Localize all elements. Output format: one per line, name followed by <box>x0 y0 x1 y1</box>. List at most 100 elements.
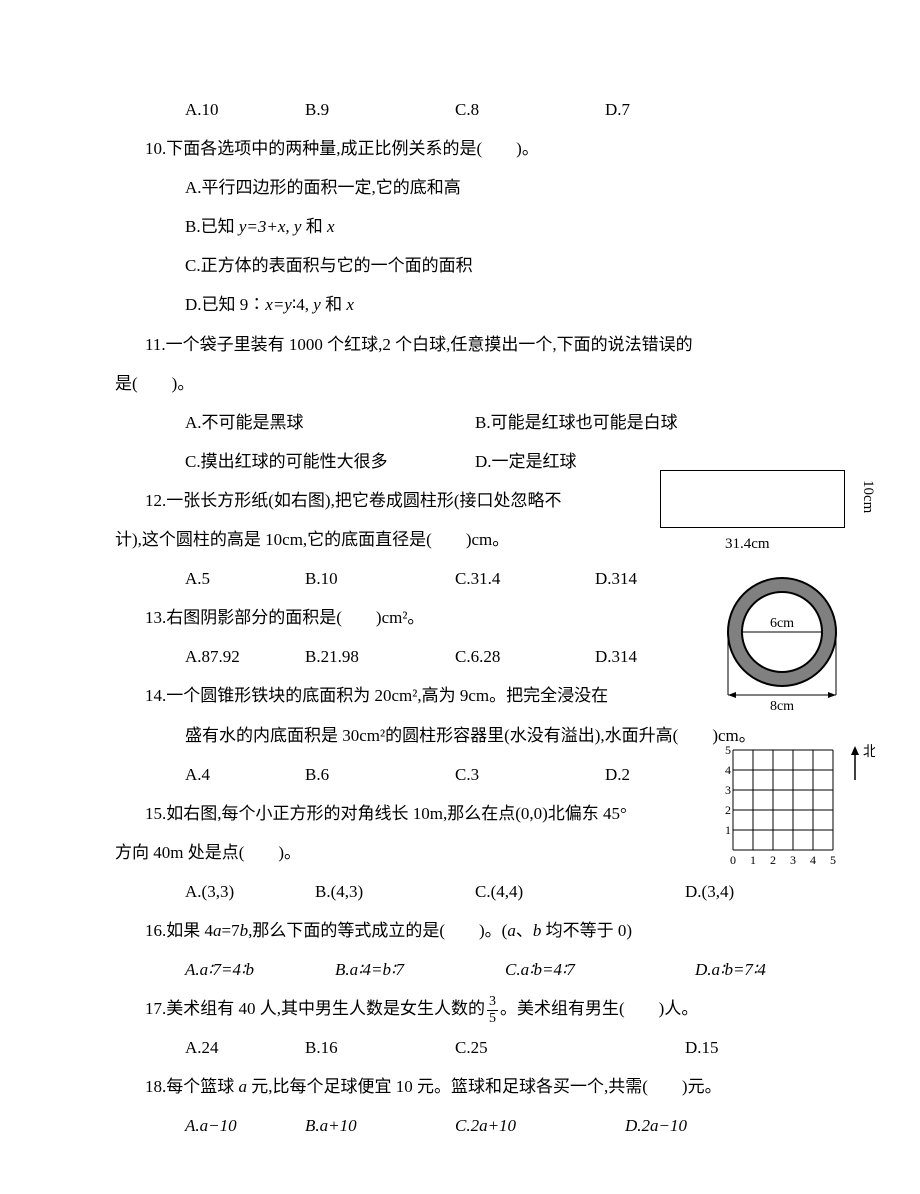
q16-end: 均不等于 0) <box>541 921 632 940</box>
q12-rect-height-label: 10cm <box>860 480 875 513</box>
q12-options: A.5 B.10 C.31.4 D.314 <box>115 559 805 598</box>
q18-post: 元,比每个足球便宜 10 元。篮球和足球各买一个,共需( )元。 <box>247 1077 722 1096</box>
q15-grid-svg: 5 4 3 2 1 0 1 2 3 4 5 北 <box>715 740 875 870</box>
q13-opt-a: A.87.92 <box>185 637 305 676</box>
q15-y4: 4 <box>725 763 731 777</box>
q18-stem: 18.每个篮球 a 元,比每个足球便宜 10 元。篮球和足球各买一个,共需( )… <box>115 1067 805 1106</box>
q16-opt-d: D.a∶b=7∶4 <box>695 950 766 989</box>
q17-opt-b: B.16 <box>305 1028 455 1067</box>
q13-opt-b: B.21.98 <box>305 637 455 676</box>
q16-post: ,那么下面的等式成立的是( )。( <box>248 921 507 940</box>
q11-opt-c: C.摸出红球的可能性大很多 <box>185 442 475 481</box>
q13-outer-label: 8cm <box>770 699 794 714</box>
q12-figure: 31.4cm 10cm <box>660 470 860 550</box>
q10-stem: 10.下面各选项中的两种量,成正比例关系的是( )。 <box>115 129 805 168</box>
q10-d-pre: D.已知 9∶ <box>185 295 265 314</box>
q10-d-x2: x <box>346 295 354 314</box>
q12-opt-b: B.10 <box>305 559 455 598</box>
q16-a2: a <box>507 921 516 940</box>
q12-opt-d: D.314 <box>595 559 637 598</box>
q15-y5: 5 <box>725 743 731 757</box>
q10-d-post: 和 <box>321 295 347 314</box>
q10-d-x1: x=y <box>265 295 292 314</box>
q15-opt-c: C.(4,4) <box>475 872 685 911</box>
q11-opt-b: B.可能是红球也可能是白球 <box>475 403 678 442</box>
q15-x1: 1 <box>750 853 756 867</box>
q10-b-post: 和 <box>301 217 327 236</box>
q16-options: A.a∶7=4∶b B.a∶4=b∶7 C.a∶b=4∶7 D.a∶b=7∶4 <box>115 950 805 989</box>
q16-opt-a: A.a∶7=4∶b <box>185 950 335 989</box>
q17-opt-a: A.24 <box>185 1028 305 1067</box>
q17-pre: 17.美术组有 40 人,其中男生人数是女生人数的 <box>145 999 485 1018</box>
q15-y2: 2 <box>725 803 731 817</box>
q10-opt-c: C.正方体的表面积与它的一个面的面积 <box>115 246 805 285</box>
q9-options: A.10 B.9 C.8 D.7 <box>115 90 805 129</box>
q14-opt-d: D.2 <box>605 755 630 794</box>
q13-inner-label: 6cm <box>770 616 794 631</box>
q10-b-pre: B.已知 <box>185 217 239 236</box>
q14-opt-b: B.6 <box>305 755 455 794</box>
q13-ring-svg: 6cm 8cm <box>720 572 850 717</box>
q15-figure: 5 4 3 2 1 0 1 2 3 4 5 北 <box>715 740 875 880</box>
q9-opt-c: C.8 <box>455 90 605 129</box>
q15-grid-lines <box>733 750 833 850</box>
q17-options: A.24 B.16 C.25 D.15 <box>115 1028 805 1067</box>
q13-opt-c: C.6.28 <box>455 637 595 676</box>
q18-opt-b: B.a+10 <box>305 1106 455 1145</box>
q18-pre: 18.每个篮球 <box>145 1077 239 1096</box>
q16-pre: 16.如果 4 <box>145 921 213 940</box>
q18-opt-d: D.2a−10 <box>625 1106 687 1145</box>
q10-b-x: x <box>327 217 335 236</box>
q10-opt-d: D.已知 9∶x=y∶4, y 和 x <box>115 285 805 324</box>
q17-fraction: 35 <box>487 994 498 1026</box>
q9-opt-b: B.9 <box>305 90 455 129</box>
q11-opt-d: D.一定是红球 <box>475 442 577 481</box>
q15-stem2: 方向 40m 处是点( )。 <box>115 833 805 872</box>
q17-den: 5 <box>487 1011 498 1026</box>
q17-opt-c: C.25 <box>455 1028 685 1067</box>
q10-opt-b: B.已知 y=3+x, y 和 x <box>115 207 805 246</box>
q15-x2: 2 <box>770 853 776 867</box>
q12-rect <box>660 470 845 528</box>
q16-stem: 16.如果 4a=7b,那么下面的等式成立的是( )。(a、b 均不等于 0) <box>115 911 805 950</box>
q16-b: b <box>240 921 249 940</box>
q15-north-label: 北 <box>863 744 875 760</box>
q16-a: a <box>213 921 222 940</box>
q15-options: A.(3,3) B.(4,3) C.(4,4) D.(3,4) <box>115 872 805 911</box>
q17-stem: 17.美术组有 40 人,其中男生人数是女生人数的35。美术组有男生( )人。 <box>115 989 805 1028</box>
q11-stem2: 是( )。 <box>115 364 805 403</box>
q13-figure: 6cm 8cm <box>720 572 850 717</box>
q15-x3: 3 <box>790 853 796 867</box>
q10-opt-a: A.平行四边形的面积一定,它的底和高 <box>115 168 805 207</box>
q16-sep: 、 <box>516 921 533 940</box>
q18-options: A.a−10 B.a+10 C.2a+10 D.2a−10 <box>115 1106 805 1145</box>
q15-y3: 3 <box>725 783 731 797</box>
q9-opt-d: D.7 <box>605 90 630 129</box>
q12-opt-a: A.5 <box>185 559 305 598</box>
q14-stem2: 盛有水的内底面积是 30cm²的圆柱形容器里(水没有溢出),水面升高( )cm。 <box>115 716 805 755</box>
q15-x4: 4 <box>810 853 816 867</box>
q12-rect-width-label: 31.4cm <box>725 537 770 552</box>
q17-post: 。美术组有男生( )人。 <box>500 999 698 1018</box>
q10-d-y: y <box>313 295 321 314</box>
q13-opt-d: D.314 <box>595 637 637 676</box>
q15-opt-a: A.(3,3) <box>185 872 315 911</box>
q15-x0: 0 <box>730 853 736 867</box>
q16-opt-b: B.a∶4=b∶7 <box>335 950 505 989</box>
q15-north-arrow-head <box>851 746 859 755</box>
q16-eq: =7 <box>222 921 240 940</box>
q14-stem1: 14.一个圆锥形铁块的底面积为 20cm²,高为 9cm。把完全浸没在 <box>115 676 805 715</box>
q13-stem: 13.右图阴影部分的面积是( )cm²。 <box>115 598 805 637</box>
q11-opt-a: A.不可能是黑球 <box>185 403 475 442</box>
q17-opt-d: D.15 <box>685 1028 719 1067</box>
q10-d-mid: ∶4, <box>292 295 313 314</box>
q15-opt-b: B.(4,3) <box>315 872 475 911</box>
q18-opt-c: C.2a+10 <box>455 1106 625 1145</box>
q15-x5: 5 <box>830 853 836 867</box>
q14-options: A.4 B.6 C.3 D.2 <box>115 755 805 794</box>
q18-a: a <box>239 1077 248 1096</box>
q17-num: 3 <box>487 994 498 1010</box>
q15-y1: 1 <box>725 823 731 837</box>
q13-options: A.87.92 B.21.98 C.6.28 D.314 <box>115 637 805 676</box>
q16-opt-c: C.a∶b=4∶7 <box>505 950 695 989</box>
